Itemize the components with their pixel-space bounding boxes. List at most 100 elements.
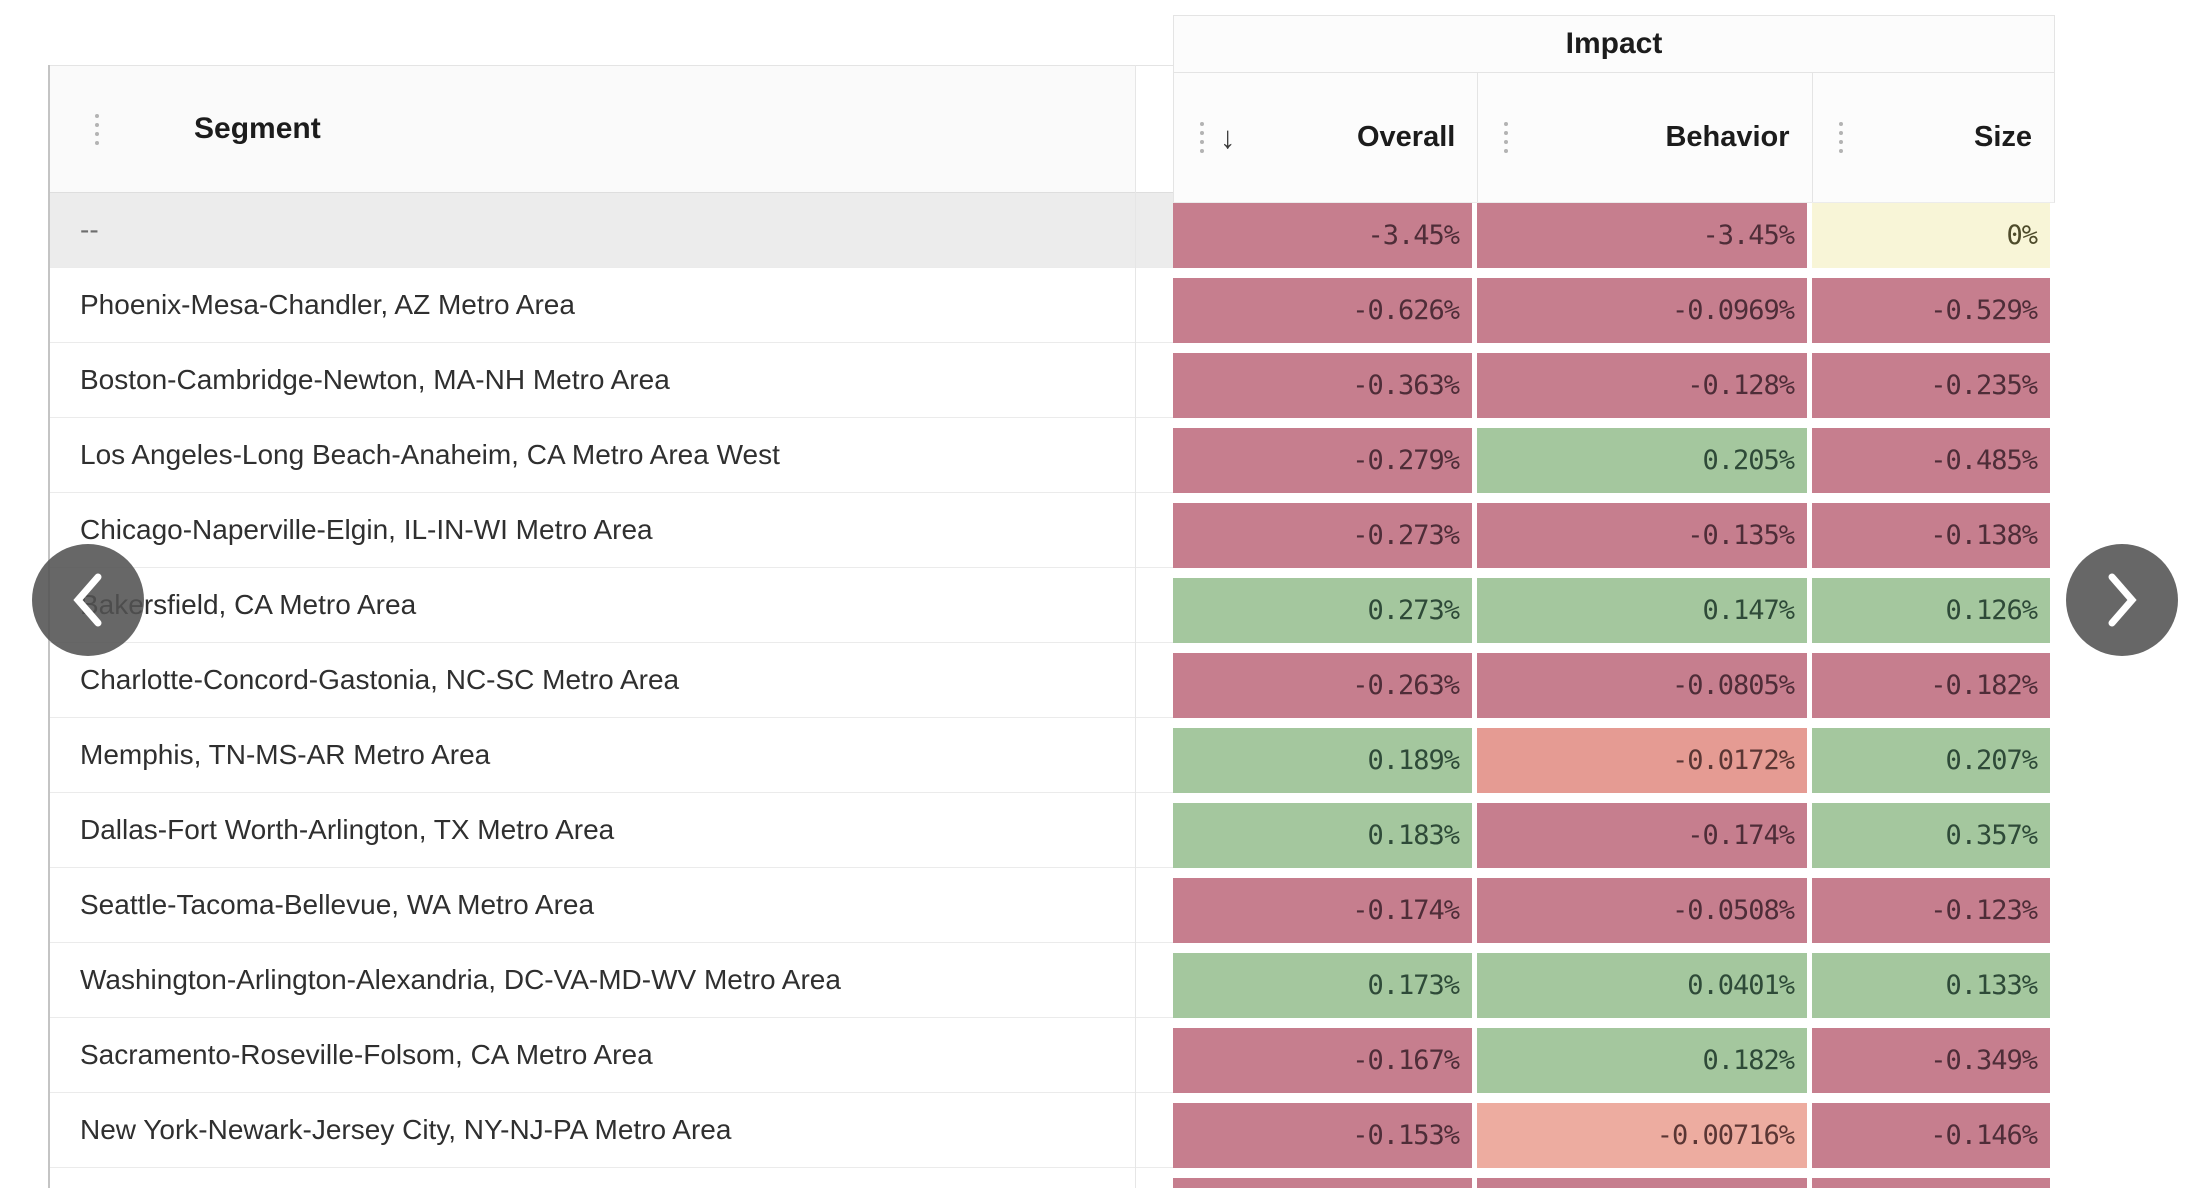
impact-cell: -0.123% — [1812, 878, 2055, 953]
impact-value[interactable]: -0.174% — [1477, 803, 1807, 868]
impact-value[interactable]: -0.138% — [1812, 503, 2050, 568]
impact-value[interactable]: 0.183% — [1173, 803, 1472, 868]
impact-value — [1477, 1178, 1807, 1188]
impact-value[interactable]: 0.133% — [1812, 953, 2050, 1018]
segment-row-partial — [50, 1168, 1175, 1188]
impact-value[interactable]: 0.205% — [1477, 428, 1807, 493]
impact-value[interactable]: -0.123% — [1812, 878, 2050, 943]
segment-pane-divider — [1135, 65, 1136, 1188]
impact-column-headers: ↓ Overall Behavior Size — [1173, 72, 2055, 203]
impact-cell: 0.357% — [1812, 803, 2055, 878]
impact-value[interactable]: -0.626% — [1173, 278, 1472, 343]
impact-cell: -0.0805% — [1477, 653, 1812, 728]
segment-table: Segment -- Phoenix-Mesa-Chandler, AZ Metr… — [48, 65, 1175, 1188]
column-menu-icon[interactable] — [1200, 122, 1204, 153]
impact-value[interactable]: 0.207% — [1812, 728, 2050, 793]
impact-row: 0.273% 0.147% 0.126% — [1173, 578, 2055, 653]
impact-value[interactable]: -0.153% — [1173, 1103, 1472, 1168]
impact-cell: -0.485% — [1812, 428, 2055, 503]
impact-value[interactable]: -0.167% — [1173, 1028, 1472, 1093]
impact-value — [1812, 1178, 2050, 1188]
column-menu-icon[interactable] — [95, 113, 99, 145]
impact-cell: 0.207% — [1812, 728, 2055, 803]
impact-cell: 0.0401% — [1477, 953, 1812, 1028]
impact-value[interactable]: 0.189% — [1173, 728, 1472, 793]
segment-row[interactable]: Sacramento-Roseville-Folsom, CA Metro Ar… — [50, 1018, 1175, 1093]
impact-value[interactable]: -0.135% — [1477, 503, 1807, 568]
column-menu-icon[interactable] — [1504, 122, 1509, 153]
impact-table: Impact ↓ Overall Behavior Size -3.45% -3.45%… — [1173, 15, 2055, 1188]
impact-cell: 0.147% — [1477, 578, 1812, 653]
impact-value[interactable]: -0.174% — [1173, 878, 1472, 943]
scroll-left-button[interactable] — [32, 544, 144, 656]
impact-value[interactable]: -0.0969% — [1477, 278, 1807, 343]
impact-cell: -3.45% — [1477, 203, 1812, 278]
impact-value[interactable]: 0.182% — [1477, 1028, 1807, 1093]
segment-row[interactable]: -- — [50, 193, 1175, 268]
impact-value[interactable]: -0.0172% — [1477, 728, 1807, 793]
segment-row[interactable]: New York-Newark-Jersey City, NY-NJ-PA Me… — [50, 1093, 1175, 1168]
impact-row: -0.273% -0.135% -0.138% — [1173, 503, 2055, 578]
impact-value[interactable]: -0.00716% — [1477, 1103, 1807, 1168]
sort-descending-icon: ↓ — [1220, 120, 1236, 155]
impact-value[interactable]: -3.45% — [1477, 203, 1807, 268]
impact-value[interactable]: -0.0508% — [1477, 878, 1807, 943]
impact-cell: 0.273% — [1173, 578, 1477, 653]
impact-cell: -0.0172% — [1477, 728, 1812, 803]
column-header-overall[interactable]: ↓ Overall — [1174, 73, 1477, 202]
impact-row: -0.167% 0.182% -0.349% — [1173, 1028, 2055, 1103]
segment-row[interactable]: Chicago-Naperville-Elgin, IL-IN-WI Metro… — [50, 493, 1175, 568]
impact-cell: 0.183% — [1173, 803, 1477, 878]
impact-value[interactable]: 0% — [1812, 203, 2050, 268]
column-header-size[interactable]: Size — [1811, 73, 2054, 202]
column-header-behavior[interactable]: Behavior — [1477, 73, 1811, 202]
impact-value[interactable]: 0.126% — [1812, 578, 2050, 643]
segment-row[interactable]: Phoenix-Mesa-Chandler, AZ Metro Area — [50, 268, 1175, 343]
impact-cell — [1173, 1178, 1477, 1188]
impact-cell: -0.349% — [1812, 1028, 2055, 1103]
segment-row[interactable]: Memphis, TN-MS-AR Metro Area — [50, 718, 1175, 793]
impact-value[interactable]: -0.279% — [1173, 428, 1472, 493]
impact-value[interactable]: 0.173% — [1173, 953, 1472, 1018]
segment-row[interactable]: Seattle-Tacoma-Bellevue, WA Metro Area — [50, 868, 1175, 943]
column-header-label: Size — [1973, 121, 2033, 153]
impact-cell: 0.173% — [1173, 953, 1477, 1028]
scroll-right-button[interactable] — [2066, 544, 2178, 656]
segment-row[interactable]: Bakersfield, CA Metro Area — [50, 568, 1175, 643]
segment-row[interactable]: Washington-Arlington-Alexandria, DC-VA-M… — [50, 943, 1175, 1018]
segment-rows: -- Phoenix-Mesa-Chandler, AZ Metro Area Bo… — [50, 193, 1175, 1188]
segment-row[interactable]: Los Angeles-Long Beach-Anaheim, CA Metro… — [50, 418, 1175, 493]
impact-cell: -0.138% — [1812, 503, 2055, 578]
impact-value[interactable]: -0.529% — [1812, 278, 2050, 343]
impact-cell: -0.128% — [1477, 353, 1812, 428]
impact-row: 0.173% 0.0401% 0.133% — [1173, 953, 2055, 1028]
impact-cell: -0.00716% — [1477, 1103, 1812, 1178]
impact-value[interactable]: -0.273% — [1173, 503, 1472, 568]
impact-cell: -3.45% — [1173, 203, 1477, 278]
impact-value[interactable]: 0.357% — [1812, 803, 2050, 868]
impact-value[interactable]: 0.0401% — [1477, 953, 1807, 1018]
impact-value[interactable]: -3.45% — [1173, 203, 1472, 268]
impact-value[interactable]: -0.485% — [1812, 428, 2050, 493]
column-menu-icon[interactable] — [1838, 122, 1843, 153]
segment-row[interactable]: Boston-Cambridge-Newton, MA-NH Metro Are… — [50, 343, 1175, 418]
impact-value[interactable]: -0.349% — [1812, 1028, 2050, 1093]
impact-cell: -0.153% — [1173, 1103, 1477, 1178]
impact-cell: -0.0508% — [1477, 878, 1812, 953]
impact-value[interactable]: -0.146% — [1812, 1103, 2050, 1168]
impact-cell: -0.273% — [1173, 503, 1477, 578]
impact-value[interactable]: -0.263% — [1173, 653, 1472, 718]
impact-value[interactable]: -0.128% — [1477, 353, 1807, 418]
impact-value[interactable]: 0.273% — [1173, 578, 1472, 643]
impact-value[interactable]: -0.0805% — [1477, 653, 1807, 718]
impact-value[interactable]: -0.363% — [1173, 353, 1472, 418]
impact-value[interactable]: 0.147% — [1477, 578, 1807, 643]
impact-value[interactable]: -0.235% — [1812, 353, 2050, 418]
impact-cell: 0.126% — [1812, 578, 2055, 653]
segment-row[interactable]: Charlotte-Concord-Gastonia, NC-SC Metro … — [50, 643, 1175, 718]
segment-row[interactable]: Dallas-Fort Worth-Arlington, TX Metro Ar… — [50, 793, 1175, 868]
impact-cell: -0.182% — [1812, 653, 2055, 728]
impact-value[interactable]: -0.182% — [1812, 653, 2050, 718]
impact-row: 0.189% -0.0172% 0.207% — [1173, 728, 2055, 803]
segment-column-header[interactable]: Segment — [50, 65, 1175, 193]
